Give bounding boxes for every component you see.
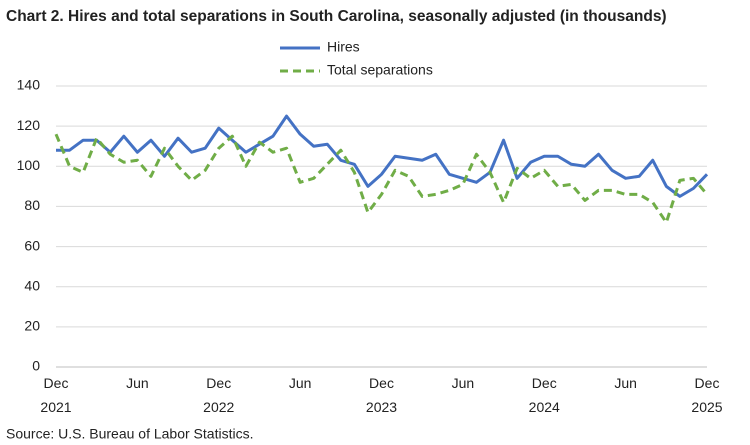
x-tick-label: Jun [614,375,637,391]
y-tick-label: 80 [24,197,40,213]
chart-title: Chart 2. Hires and total separations in … [6,8,667,25]
legend-label: Total separations [327,62,433,78]
y-tick-label: 140 [17,77,41,93]
x-tick-label: Dec 2025 [691,375,722,415]
y-tick-label: 100 [17,157,41,173]
y-tick-label: 40 [24,277,40,293]
legend-label: Hires [327,39,360,55]
x-tick-label: Dec 2022 [203,375,234,415]
x-tick-label: Dec 2023 [366,375,397,415]
source-note: Source: U.S. Bureau of Labor Statistics. [6,426,253,442]
x-tick-label: Dec 2021 [40,375,71,415]
x-tick-label: Jun [452,375,475,391]
series-line [54,133,709,224]
y-tick-label: 20 [24,318,40,334]
series-line [56,114,709,198]
y-tick-label: 0 [32,358,40,374]
x-tick-label: Jun [289,375,312,391]
x-tick-label: Dec 2024 [529,375,560,415]
y-tick-label: 60 [24,237,40,253]
y-tick-label: 120 [17,117,41,133]
x-tick-label: Jun [126,375,149,391]
